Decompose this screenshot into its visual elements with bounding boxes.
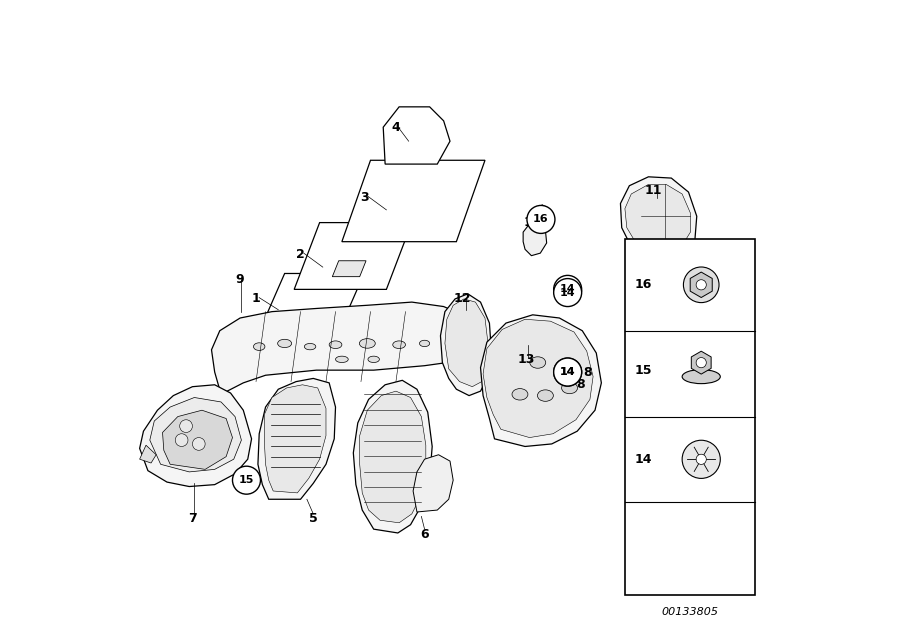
Ellipse shape (254, 343, 265, 350)
Ellipse shape (368, 356, 380, 363)
Polygon shape (483, 319, 593, 438)
Ellipse shape (562, 382, 578, 394)
Circle shape (527, 205, 555, 233)
FancyBboxPatch shape (625, 238, 755, 595)
Polygon shape (140, 445, 157, 463)
Text: 15: 15 (238, 475, 254, 485)
Text: 11: 11 (644, 184, 662, 197)
Text: 5: 5 (309, 512, 318, 525)
Text: 8: 8 (583, 366, 592, 378)
Circle shape (683, 267, 719, 303)
Circle shape (554, 279, 581, 307)
Text: 16: 16 (533, 214, 549, 225)
Polygon shape (625, 184, 690, 252)
Polygon shape (332, 261, 366, 277)
Polygon shape (163, 410, 232, 469)
Text: 10: 10 (524, 216, 542, 229)
Circle shape (232, 466, 260, 494)
Polygon shape (523, 223, 546, 256)
Text: 8: 8 (576, 378, 585, 391)
Text: 3: 3 (360, 191, 368, 204)
Text: 14: 14 (560, 367, 575, 377)
Text: 14: 14 (560, 287, 575, 298)
Polygon shape (212, 302, 481, 394)
Polygon shape (265, 385, 326, 493)
Polygon shape (258, 378, 336, 499)
Polygon shape (263, 273, 365, 324)
Circle shape (696, 357, 706, 368)
Polygon shape (533, 205, 549, 224)
Ellipse shape (512, 389, 528, 400)
Text: 16: 16 (634, 279, 652, 291)
Ellipse shape (682, 370, 720, 384)
Text: 4: 4 (392, 121, 400, 134)
Polygon shape (354, 380, 432, 533)
Polygon shape (688, 471, 714, 485)
Text: 12: 12 (454, 293, 472, 305)
Ellipse shape (537, 390, 554, 401)
Polygon shape (644, 536, 736, 547)
Polygon shape (360, 391, 426, 523)
Polygon shape (689, 296, 713, 309)
Text: 13: 13 (518, 353, 535, 366)
Circle shape (176, 434, 188, 446)
Polygon shape (691, 351, 711, 374)
Ellipse shape (359, 338, 375, 349)
Polygon shape (342, 160, 485, 242)
Ellipse shape (277, 340, 292, 347)
Text: 14: 14 (560, 284, 575, 294)
Ellipse shape (304, 343, 316, 350)
Text: 15: 15 (634, 364, 652, 377)
Ellipse shape (329, 341, 342, 349)
Text: 6: 6 (420, 528, 429, 541)
Text: 14: 14 (560, 367, 575, 377)
Text: 2: 2 (296, 248, 305, 261)
Polygon shape (620, 177, 697, 261)
Circle shape (554, 358, 581, 386)
Text: 1: 1 (252, 293, 260, 305)
Polygon shape (440, 294, 491, 396)
Ellipse shape (336, 356, 348, 363)
Ellipse shape (392, 341, 406, 349)
Polygon shape (481, 315, 601, 446)
Polygon shape (413, 455, 454, 512)
Ellipse shape (419, 340, 429, 347)
Polygon shape (644, 547, 736, 562)
Circle shape (696, 454, 706, 464)
Polygon shape (140, 385, 252, 487)
Polygon shape (383, 107, 450, 164)
Text: 00133805: 00133805 (662, 607, 718, 618)
Text: 14: 14 (634, 453, 652, 466)
Polygon shape (294, 223, 412, 289)
Circle shape (193, 438, 205, 450)
Polygon shape (149, 398, 241, 472)
Text: 7: 7 (188, 512, 197, 525)
Circle shape (554, 358, 581, 386)
Circle shape (696, 280, 706, 290)
Circle shape (554, 275, 581, 303)
Polygon shape (445, 299, 488, 387)
Polygon shape (690, 272, 712, 298)
Text: 9: 9 (236, 273, 245, 286)
Circle shape (682, 440, 720, 478)
Circle shape (180, 420, 193, 432)
Ellipse shape (530, 357, 545, 368)
